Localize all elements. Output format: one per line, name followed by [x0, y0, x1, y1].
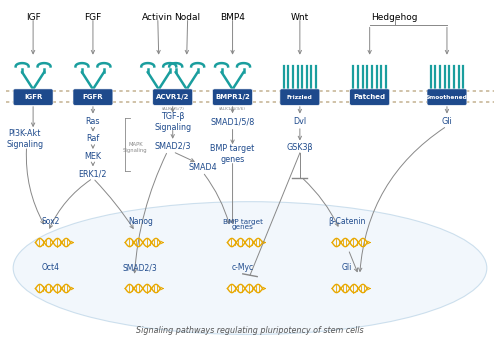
FancyBboxPatch shape: [73, 89, 113, 105]
Text: SMAD2/3: SMAD2/3: [123, 263, 158, 272]
Text: BMP target: BMP target: [222, 219, 262, 225]
Text: genes: genes: [232, 224, 254, 229]
Text: Nanog: Nanog: [128, 217, 152, 226]
Text: SMAD2/3: SMAD2/3: [154, 142, 191, 151]
FancyBboxPatch shape: [280, 89, 320, 105]
Text: ERK1/2: ERK1/2: [78, 169, 107, 178]
Text: GSK3β: GSK3β: [286, 143, 313, 152]
Text: β-Catenin: β-Catenin: [328, 217, 366, 226]
Text: TGF-β
Signaling: TGF-β Signaling: [154, 111, 192, 132]
FancyBboxPatch shape: [427, 89, 467, 105]
FancyBboxPatch shape: [153, 89, 192, 105]
Text: FGF: FGF: [84, 13, 102, 22]
Text: PI3K-Akt
Signaling: PI3K-Akt Signaling: [6, 129, 43, 149]
FancyBboxPatch shape: [212, 89, 252, 105]
Text: Ras: Ras: [86, 117, 100, 126]
Text: Hedgehog: Hedgehog: [372, 13, 418, 22]
Text: Nodal: Nodal: [174, 13, 201, 22]
Text: Raf: Raf: [86, 134, 100, 144]
Text: (ALK4/5/7): (ALK4/5/7): [162, 107, 184, 111]
Text: c-Myc: c-Myc: [232, 263, 254, 272]
Text: ACVR1/2: ACVR1/2: [156, 94, 190, 100]
Text: BMPR1/2: BMPR1/2: [215, 94, 250, 100]
Text: IGFR: IGFR: [24, 94, 42, 100]
Text: FGFR: FGFR: [82, 94, 103, 100]
Text: Activin: Activin: [142, 13, 174, 22]
Text: Sox2: Sox2: [42, 217, 60, 226]
Text: Dvl: Dvl: [294, 117, 306, 126]
Text: IGF: IGF: [26, 13, 40, 22]
Text: BMP target
genes: BMP target genes: [210, 144, 254, 164]
Text: Smoothened: Smoothened: [426, 95, 468, 100]
Text: SMAD1/5/8: SMAD1/5/8: [210, 117, 254, 126]
Text: MAPK
Signaling: MAPK Signaling: [123, 142, 148, 153]
Text: Gli: Gli: [342, 263, 352, 272]
FancyBboxPatch shape: [350, 89, 390, 105]
Ellipse shape: [13, 202, 487, 334]
Text: Oct4: Oct4: [42, 263, 60, 272]
Text: SMAD4: SMAD4: [188, 163, 217, 172]
Text: Patched: Patched: [354, 94, 386, 100]
Text: MEK: MEK: [84, 152, 102, 161]
Text: (ALK1/2/3/6): (ALK1/2/3/6): [219, 107, 246, 111]
Text: Wnt: Wnt: [290, 13, 309, 22]
Text: BMP4: BMP4: [220, 13, 245, 22]
Text: Gli: Gli: [442, 117, 452, 126]
FancyBboxPatch shape: [13, 89, 53, 105]
Text: Frizzled: Frizzled: [287, 95, 313, 100]
Text: Signaling pathways regulating pluripotency of stem cells: Signaling pathways regulating pluripoten…: [136, 326, 364, 335]
